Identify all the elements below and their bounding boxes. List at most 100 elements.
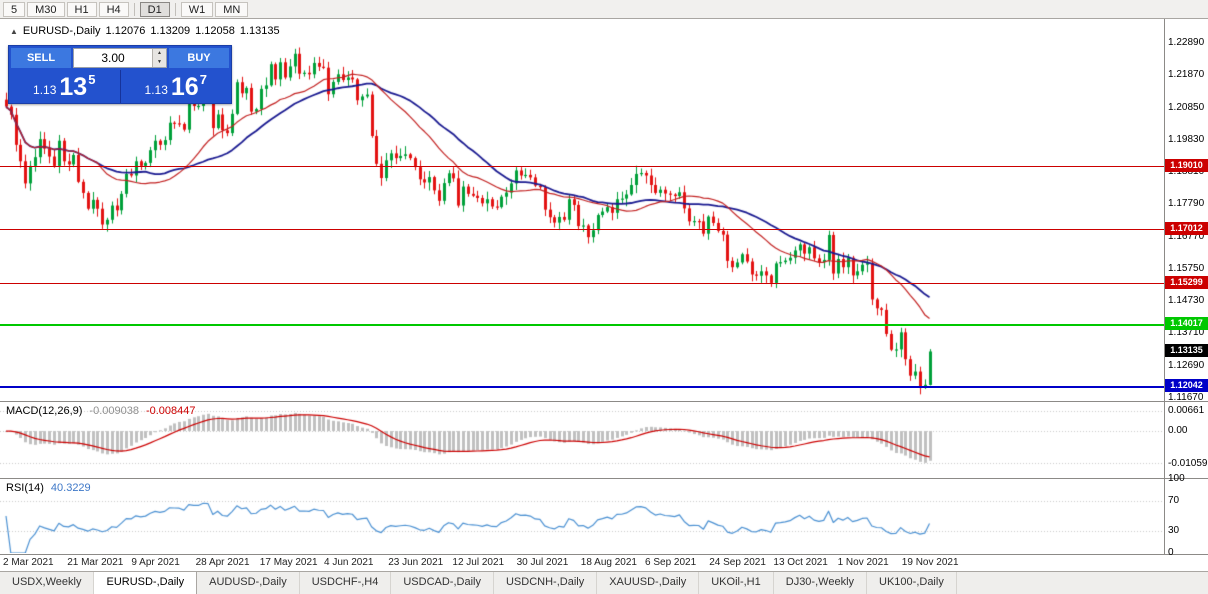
time-axis-label: 19 Nov 2021: [901, 557, 959, 568]
price-axis-tick: 1.12690: [1168, 359, 1205, 371]
timeframe-button-d1[interactable]: D1: [139, 1, 170, 17]
timeframe-button-h4[interactable]: H4: [98, 1, 129, 17]
sell-price-display[interactable]: 1.13 13 5: [9, 70, 120, 103]
ohlc-low: 1.12058: [195, 25, 235, 37]
buy-button[interactable]: BUY: [169, 48, 229, 68]
level-price-tag: 1.19010: [1165, 158, 1208, 172]
buy-price-prefix: 1.13: [144, 82, 168, 97]
price-axis-tick: 1.22890: [1168, 37, 1205, 49]
time-axis-label: 1 Nov 2021: [837, 557, 889, 568]
time-axis-label: 13 Oct 2021: [773, 557, 828, 568]
chart-tab-usdx[interactable]: USDX,Weekly: [0, 572, 95, 594]
price-axis-tick: 1.19830: [1168, 133, 1205, 145]
toolbar-separator: [174, 2, 176, 16]
level-price-tag: 1.15299: [1165, 276, 1208, 290]
price-axis-tick: 1.20850: [1168, 101, 1205, 113]
rsi-axis-tick: 30: [1168, 524, 1180, 536]
timeframe-button-m30[interactable]: M30: [27, 1, 65, 17]
macd-signal-value: -0.008447: [145, 405, 196, 417]
chart-tab-usdchf[interactable]: USDCHF-,H4: [300, 572, 392, 594]
panel-divider[interactable]: [0, 478, 1208, 479]
chart-tab-eurusd[interactable]: EURUSD-,Daily: [94, 572, 198, 594]
level-line[interactable]: [0, 166, 1164, 167]
time-axis-label: 23 Jun 2021: [388, 557, 444, 568]
rsi-value: 40.3229: [50, 482, 91, 494]
axis-separator: [1164, 19, 1165, 554]
ohlc-high: 1.13209: [150, 25, 191, 37]
volume-spinner: ▲ ▼: [152, 49, 166, 67]
time-axis-label: 17 May 2021: [259, 557, 318, 568]
price-axis-tick: 1.21870: [1168, 69, 1205, 81]
chart-tab-xauusd[interactable]: XAUUSD-,Daily: [597, 572, 700, 594]
chart-tab-dj30[interactable]: DJ30-,Weekly: [774, 572, 868, 594]
sell-button[interactable]: SELL: [11, 48, 71, 68]
price-axis-tick: 1.11670: [1168, 391, 1204, 403]
chart-title: ▲ EURUSD-,Daily 1.12076 1.13209 1.12058 1.131…: [10, 25, 285, 37]
rsi-axis-tick: 0: [1168, 547, 1174, 558]
timeframe-button-5[interactable]: 5: [3, 1, 26, 17]
time-axis-label: 9 Apr 2021: [131, 557, 180, 568]
panel-divider[interactable]: [0, 401, 1208, 402]
timeframe-button-w1[interactable]: W1: [180, 1, 214, 17]
price-axis-tick: 1.13710: [1168, 327, 1205, 339]
ohlc-open: 1.12076: [105, 25, 146, 37]
symbol-timeframe-label: EURUSD-,Daily: [22, 25, 101, 37]
rsi-axis-tick: 100: [1168, 473, 1185, 484]
sell-price-big: 13: [59, 72, 88, 101]
time-axis-label: 30 Jul 2021: [516, 557, 569, 568]
chart-tab-ukoil[interactable]: UKOil-,H1: [699, 572, 774, 594]
sell-price-prefix: 1.13: [33, 82, 57, 97]
price-axis-tick: 1.17790: [1168, 198, 1205, 210]
level-price-tag: 1.17012: [1165, 221, 1208, 235]
toolbar-separator: [133, 2, 135, 16]
symbol-tab-bar: USDX,Weekly EURUSD-,Daily AUDUSD-,Daily USD…: [0, 571, 1208, 594]
timeframe-button-h1[interactable]: H1: [66, 1, 97, 17]
time-axis-label: 21 Mar 2021: [67, 557, 124, 568]
rsi-name: RSI(14): [6, 482, 44, 494]
buy-price-display[interactable]: 1.13 16 7: [121, 70, 232, 103]
volume-up-button[interactable]: ▲: [157, 50, 162, 56]
ohlc-close: 1.13135: [239, 25, 280, 37]
rsi-indicator-label: RSI(14) 40.3229: [6, 482, 91, 494]
time-axis-label: 28 Apr 2021: [195, 557, 250, 568]
macd-axis-tick: 0.00661: [1168, 404, 1205, 416]
volume-input[interactable]: [74, 49, 152, 67]
timeframe-button-mn[interactable]: MN: [215, 1, 249, 17]
macd-canvas[interactable]: [0, 402, 1164, 477]
current-price-tag: 1.13135: [1165, 344, 1208, 358]
time-axis-label: 18 Aug 2021: [580, 557, 637, 568]
rsi-canvas[interactable]: [0, 479, 1164, 553]
macd-axis-tick: -0.01059: [1168, 457, 1208, 469]
chart-tab-uk100[interactable]: UK100-,Daily: [867, 572, 957, 594]
chart-tab-audusd[interactable]: AUDUSD-,Daily: [197, 572, 300, 594]
timeframe-toolbar: 5 M30 H1 H4 D1 W1 MN: [0, 0, 1208, 19]
time-axis-label: 4 Jun 2021: [324, 557, 374, 568]
macd-main-value: -0.009038: [89, 405, 139, 417]
level-line[interactable]: [0, 229, 1164, 230]
level-price-tag: 1.14017: [1165, 316, 1208, 330]
chart-tab-usdcad[interactable]: USDCAD-,Daily: [391, 572, 494, 594]
rsi-axis-tick: 70: [1168, 495, 1180, 507]
buy-price-big: 16: [170, 72, 199, 101]
level-line[interactable]: [0, 324, 1164, 326]
volume-down-button[interactable]: ▼: [157, 59, 162, 65]
time-axis-label: 24 Sep 2021: [709, 557, 766, 568]
price-axis-tick: 1.16770: [1168, 230, 1205, 242]
level-line[interactable]: [0, 386, 1164, 388]
level-price-tag: 1.12042: [1165, 379, 1208, 393]
price-divider: [119, 70, 121, 103]
price-axis-tick: 1.15750: [1168, 262, 1205, 274]
macd-axis-tick: 0.00: [1168, 425, 1188, 437]
collapse-icon[interactable]: ▲: [10, 27, 18, 36]
panel-divider: [0, 554, 1208, 555]
chart-tab-usdcnh[interactable]: USDCNH-,Daily: [494, 572, 598, 594]
volume-control: ▲ ▼: [73, 48, 167, 68]
macd-indicator-label: MACD(12,26,9) -0.009038 -0.008447: [6, 405, 196, 417]
sell-price-pipette: 5: [88, 72, 96, 87]
time-axis-label: 12 Jul 2021: [452, 557, 505, 568]
buy-price-pipette: 7: [199, 72, 207, 87]
chart-window: ▲ EURUSD-,Daily 1.12076 1.13209 1.12058 1.131…: [0, 19, 1208, 571]
price-axis-tick: 1.14730: [1168, 295, 1205, 307]
level-line[interactable]: [0, 283, 1164, 284]
